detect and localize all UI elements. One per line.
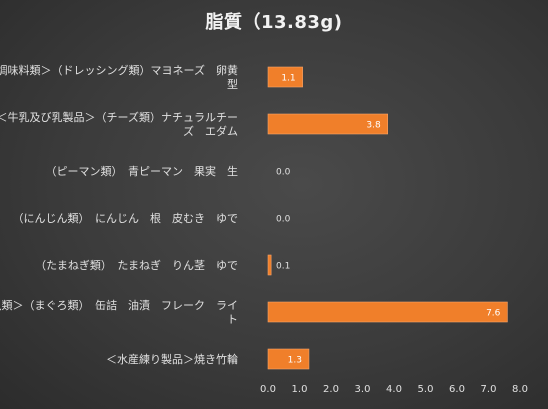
bar — [267, 301, 508, 323]
category-label: （にんじん類） にんじん 根 皮むき ゆで — [13, 211, 239, 225]
data-label: 3.8 — [366, 121, 381, 131]
bar — [267, 66, 303, 88]
x-tick-label: 6.0 — [449, 384, 465, 395]
category-label: ト — [227, 313, 238, 326]
data-label: 1.1 — [281, 74, 295, 84]
bar — [267, 113, 388, 135]
category-label: ＜水産練り製品＞焼き竹輪 — [106, 352, 238, 366]
data-label: 0.0 — [276, 168, 291, 178]
data-label: 0.0 — [276, 215, 291, 225]
category-label: ＜牛乳及び乳製品＞（チーズ類）ナチュラルチー — [0, 110, 238, 124]
category-label: ズ エダム — [183, 124, 238, 138]
bar — [267, 254, 272, 276]
category-label: ＜調味料類＞（ドレッシング類）マヨネーズ 卵黄 — [0, 63, 238, 77]
data-label: 0.1 — [276, 262, 290, 272]
category-label: 型 — [227, 77, 238, 91]
bar — [267, 348, 310, 370]
category-label: ＜魚類＞（まぐろ類） 缶詰 油漬 フレーク ライ — [0, 298, 238, 312]
chart-title: 脂質（13.83g) — [205, 12, 343, 33]
data-label: 1.3 — [288, 356, 302, 366]
x-tick-label: 0.0 — [260, 384, 276, 395]
x-tick-label: 2.0 — [323, 384, 339, 395]
category-label: （ピーマン類） 青ピーマン 果実 生 — [46, 164, 239, 178]
x-tick-label: 5.0 — [418, 384, 434, 395]
x-tick-label: 3.0 — [355, 384, 371, 395]
category-label: （たまねぎ類） たまねぎ りん茎 ゆで — [35, 258, 238, 272]
data-label: 7.6 — [486, 309, 501, 319]
x-tick-label: 1.0 — [292, 384, 308, 395]
x-tick-label: 4.0 — [386, 384, 402, 395]
x-tick-label: 8.0 — [512, 384, 528, 395]
x-tick-label: 7.0 — [481, 384, 497, 395]
